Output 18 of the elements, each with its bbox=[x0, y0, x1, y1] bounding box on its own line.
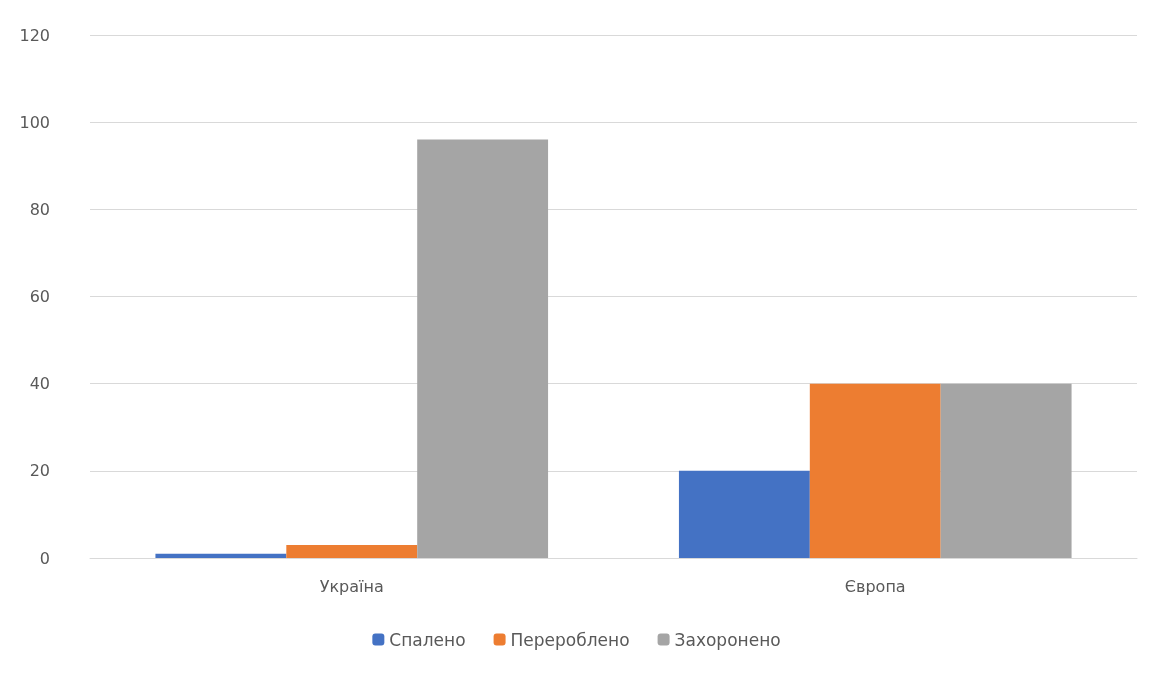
legend-label: Спалено bbox=[389, 629, 466, 650]
bar bbox=[940, 383, 1072, 558]
y-tick-label: 20 bbox=[29, 461, 50, 481]
bar bbox=[809, 383, 941, 558]
x-tick-label: Україна bbox=[319, 576, 384, 596]
y-tick-label: 80 bbox=[29, 199, 50, 219]
y-tick-label: 120 bbox=[19, 25, 50, 45]
y-tick-label: 40 bbox=[29, 374, 50, 394]
x-tick-label: Європа bbox=[844, 576, 906, 596]
y-tick-label: 60 bbox=[29, 287, 50, 306]
legend-label: Захоронено bbox=[674, 629, 781, 650]
y-tick-label: 100 bbox=[19, 112, 50, 132]
y-tick-label: 0 bbox=[39, 548, 50, 568]
bar bbox=[417, 139, 549, 558]
bar bbox=[155, 553, 287, 558]
bar bbox=[678, 470, 810, 558]
legend-label: Перероблено bbox=[510, 629, 630, 650]
bar bbox=[286, 544, 418, 558]
